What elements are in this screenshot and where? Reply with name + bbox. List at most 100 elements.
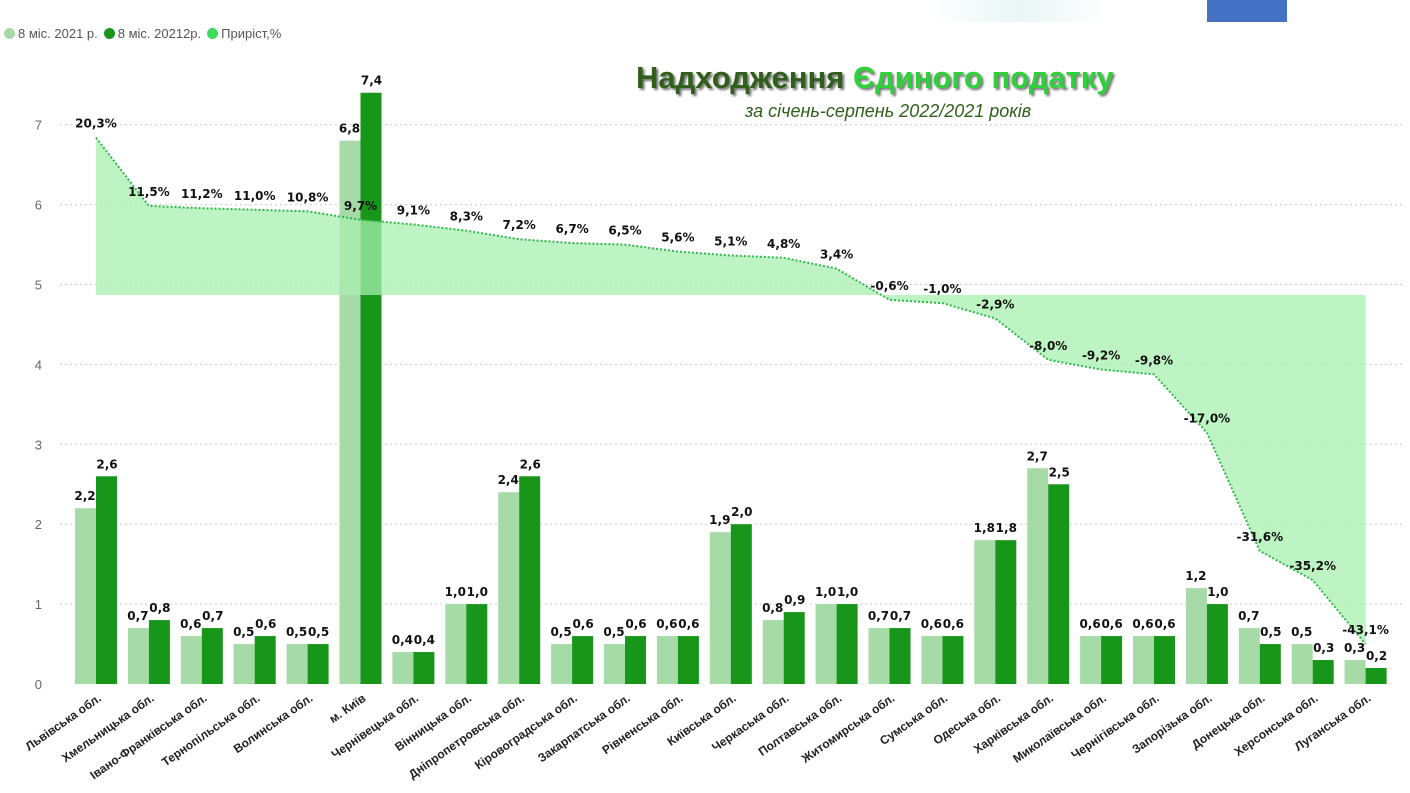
bar-2021 [709, 532, 731, 684]
bar-label-2021: 0,6 [1079, 617, 1100, 631]
growth-label: 8,3% [450, 210, 483, 224]
bar-2021 [1238, 628, 1260, 684]
bar-2022 [1101, 636, 1123, 684]
bar-label-2021: 1,9 [709, 513, 730, 527]
legend-label: Приріст,% [221, 26, 282, 41]
bar-label-2021: 0,7 [1238, 609, 1259, 623]
bar-label-2021: 0,5 [550, 625, 571, 639]
legend-dot [4, 28, 15, 39]
bar-2022 [1365, 668, 1387, 684]
x-tick-label: Хмельницька обл. [59, 691, 157, 765]
bar-2021 [1291, 644, 1313, 684]
bar-2022 [677, 636, 699, 684]
growth-label: 20,3% [75, 117, 117, 131]
growth-label: 4,8% [767, 237, 800, 251]
bar-2021 [233, 644, 255, 684]
bar-label-2021: 0,6 [656, 617, 677, 631]
bar-2022 [783, 612, 805, 684]
legend-item-2022[interactable]: 8 міс. 20212р. [103, 26, 202, 41]
bar-2022 [942, 636, 964, 684]
y-tick-label: 1 [35, 597, 42, 612]
bar-label-2022: 0,6 [572, 617, 593, 631]
bar-2021 [1133, 636, 1154, 684]
x-tick-label: м. Київ [327, 691, 369, 726]
bar-2021 [392, 652, 414, 684]
growth-label: -0,6% [870, 279, 908, 293]
bar-label-2021: 2,7 [1027, 449, 1048, 463]
bar-2022 [1259, 644, 1281, 684]
legend-label: 8 міс. 20212р. [117, 26, 202, 41]
growth-label: 11,2% [181, 187, 223, 201]
legend-item-2021[interactable]: 8 міс. 2021 р. [4, 26, 98, 41]
bar-label-2022: 0,4 [414, 633, 435, 647]
bar-2021 [868, 628, 890, 684]
bar-2022 [466, 604, 488, 684]
bar-label-2021: 0,7 [868, 609, 889, 623]
blue-header-block [1207, 0, 1287, 22]
bar-label-2021: 0,6 [180, 617, 201, 631]
bar-2021 [1185, 588, 1207, 684]
bar-2021 [180, 636, 202, 684]
bar-label-2022: 0,7 [890, 609, 911, 623]
bar-label-2021: 1,0 [445, 585, 466, 599]
growth-label: -9,8% [1135, 353, 1173, 367]
bar-label-2022: 0,9 [784, 593, 805, 607]
bar-2021 [921, 636, 943, 684]
bar-2022 [572, 636, 594, 684]
bar-label-2021: 0,5 [603, 625, 624, 639]
legend: 8 міс. 2021 р. 8 міс. 20212р. Приріст,% [4, 26, 281, 41]
bar-2022 [836, 604, 858, 684]
bar-2021 [551, 644, 573, 684]
bar-label-2021: 0,6 [921, 617, 942, 631]
x-tick-label: Чернігівська обл. [1069, 691, 1162, 762]
x-tick-label: Закарпатська обл. [535, 691, 633, 765]
legend-item-growth[interactable]: Приріст,% [207, 26, 281, 41]
bar-label-2021: 0,3 [1344, 641, 1365, 655]
bar-2021 [974, 540, 996, 684]
growth-label: -35,2% [1289, 559, 1336, 573]
bar-label-2021: 0,5 [286, 625, 307, 639]
bar-label-2022: 2,0 [731, 505, 752, 519]
bar-label-2022: 2,6 [96, 457, 117, 471]
x-tick-label: Чернівецька обл. [329, 691, 421, 762]
bar-2022 [730, 524, 752, 684]
bar-2022 [889, 628, 911, 684]
bar-2022 [413, 652, 435, 684]
x-tick-label: Тернопільська обл. [159, 691, 262, 769]
bar-2022 [96, 476, 117, 684]
bar-label-2021: 1,2 [1185, 569, 1206, 583]
bar-label-2021: 1,8 [974, 521, 995, 535]
chart-title: Надходження Єдиного податку [636, 60, 1114, 96]
bar-2022 [1206, 604, 1228, 684]
bar-2021 [445, 604, 467, 684]
growth-label: 5,1% [714, 234, 747, 248]
growth-label: -8,0% [1029, 339, 1067, 353]
bar-2022 [360, 92, 382, 685]
bar-label-2021: 0,5 [233, 625, 254, 639]
bar-label-2022: 0,6 [678, 617, 699, 631]
growth-label: 11,5% [128, 185, 170, 199]
title-highlight: Єдиного податку [852, 60, 1114, 95]
bar-2021 [498, 492, 520, 684]
bar-2022 [148, 620, 170, 684]
bar-2021 [1344, 660, 1366, 684]
header-fade-decoration [930, 0, 1110, 22]
growth-label: 6,7% [555, 222, 588, 236]
bar-2022 [519, 476, 541, 684]
bar-2021 [1080, 636, 1102, 684]
growth-label: 9,7% [344, 199, 377, 213]
legend-dot [103, 28, 115, 39]
bar-2022 [995, 540, 1017, 684]
bar-2022 [625, 636, 646, 684]
growth-label: 5,6% [661, 231, 694, 245]
growth-area [96, 137, 1366, 645]
bar-2021 [656, 636, 678, 684]
bar-label-2022: 0,7 [202, 609, 223, 623]
growth-label: -9,2% [1082, 349, 1120, 363]
bar-label-2021: 2,4 [498, 473, 519, 487]
chart-subtitle: за січень-серпень 2022/2021 років [745, 101, 1032, 121]
bar-label-2022: 0,3 [1313, 641, 1334, 655]
growth-label: -1,0% [923, 282, 961, 296]
bar-label-2022: 7,4 [361, 74, 382, 88]
